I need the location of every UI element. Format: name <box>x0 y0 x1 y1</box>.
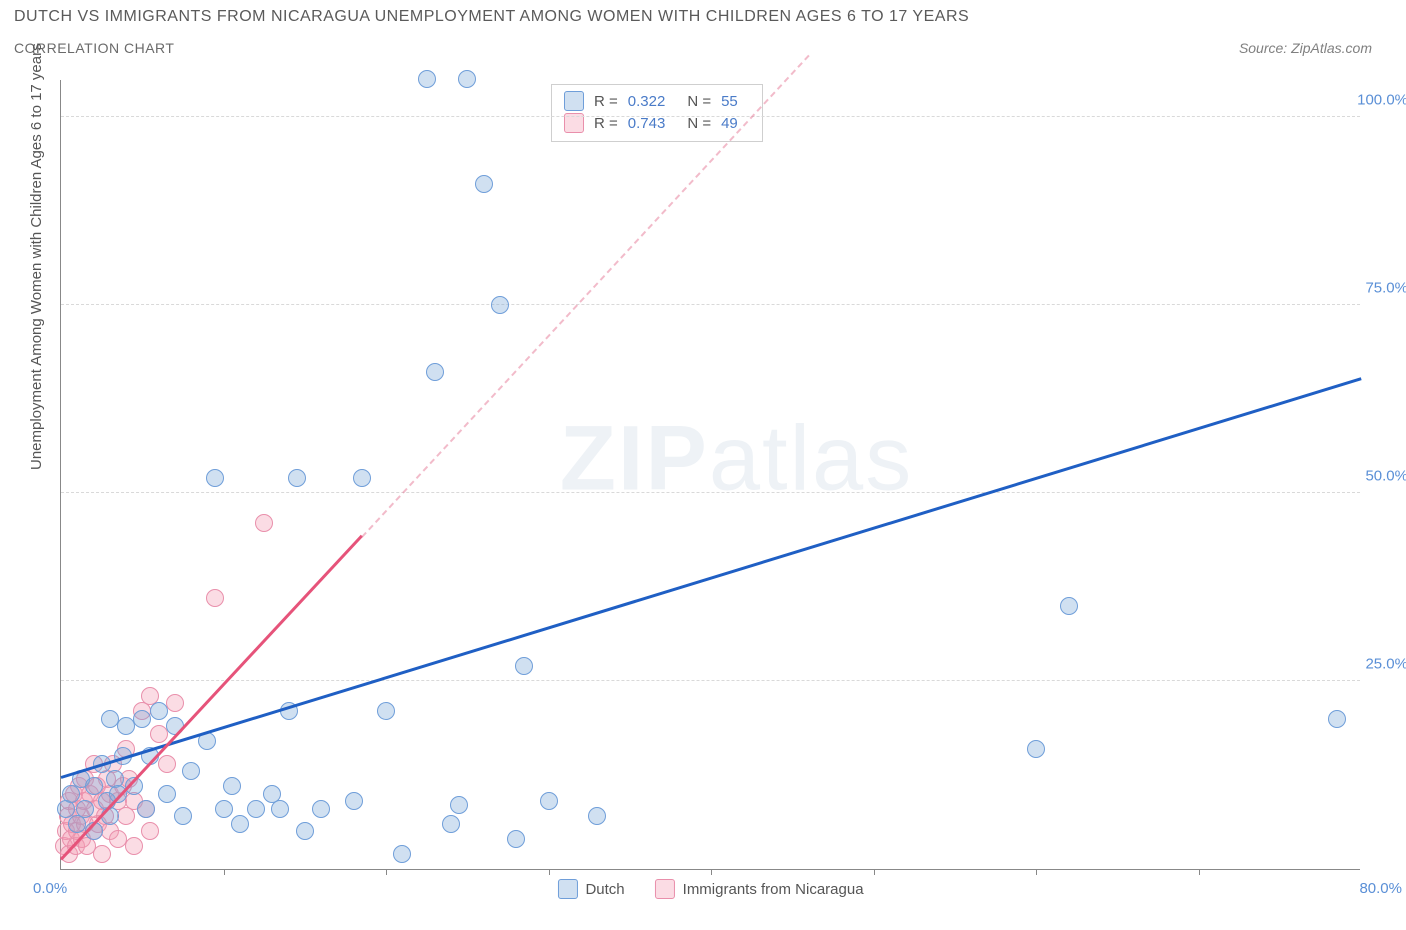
point-dutch <box>426 363 444 381</box>
point-dutch <box>491 296 509 314</box>
point-nicaragua <box>166 694 184 712</box>
point-dutch <box>1027 740 1045 758</box>
point-dutch <box>182 762 200 780</box>
point-dutch <box>540 792 558 810</box>
point-dutch <box>174 807 192 825</box>
y-tick-label: 25.0% <box>1365 655 1406 672</box>
x-axis-max-label: 80.0% <box>1359 880 1402 897</box>
source-label: Source: ZipAtlas.com <box>1239 40 1392 56</box>
gridline <box>61 116 1360 117</box>
point-dutch <box>312 800 330 818</box>
point-dutch <box>206 469 224 487</box>
point-nicaragua <box>150 725 168 743</box>
x-tick <box>711 869 712 875</box>
x-tick <box>1199 869 1200 875</box>
chart-title: DUTCH VS IMMIGRANTS FROM NICARAGUA UNEMP… <box>14 8 1392 26</box>
point-dutch <box>1328 710 1346 728</box>
y-tick-label: 75.0% <box>1365 279 1406 296</box>
x-tick <box>224 869 225 875</box>
point-dutch <box>345 792 363 810</box>
swatch-blue <box>557 879 577 899</box>
point-dutch <box>588 807 606 825</box>
point-dutch <box>458 70 476 88</box>
point-nicaragua <box>206 589 224 607</box>
swatch-blue <box>564 91 584 111</box>
point-nicaragua <box>93 845 111 863</box>
watermark: ZIPatlas <box>560 406 913 511</box>
x-axis-min-label: 0.0% <box>33 880 67 897</box>
point-dutch <box>223 777 241 795</box>
point-nicaragua <box>141 822 159 840</box>
point-dutch <box>231 815 249 833</box>
x-tick <box>549 869 550 875</box>
point-dutch <box>393 845 411 863</box>
point-dutch <box>1060 597 1078 615</box>
point-dutch <box>507 830 525 848</box>
legend-item-dutch: Dutch <box>557 879 624 899</box>
point-dutch <box>475 175 493 193</box>
point-dutch <box>62 785 80 803</box>
point-dutch <box>296 822 314 840</box>
point-dutch <box>450 796 468 814</box>
point-dutch <box>515 657 533 675</box>
point-dutch <box>247 800 265 818</box>
gridline <box>61 680 1360 681</box>
point-nicaragua <box>255 514 273 532</box>
point-dutch <box>271 800 289 818</box>
point-nicaragua <box>125 837 143 855</box>
scatter-plot-area: ZIPatlas R = 0.322 N = 55 R = 0.743 N = … <box>60 80 1360 870</box>
y-tick-label: 50.0% <box>1365 467 1406 484</box>
swatch-pink <box>655 879 675 899</box>
point-dutch <box>76 800 94 818</box>
gridline <box>61 304 1360 305</box>
point-dutch <box>117 717 135 735</box>
point-dutch <box>442 815 460 833</box>
x-tick <box>386 869 387 875</box>
legend-item-nicaragua: Immigrants from Nicaragua <box>655 879 864 899</box>
legend-row-blue: R = 0.322 N = 55 <box>564 91 750 111</box>
point-dutch <box>85 777 103 795</box>
point-dutch <box>418 70 436 88</box>
point-dutch <box>158 785 176 803</box>
y-tick-label: 100.0% <box>1357 91 1406 108</box>
point-dutch <box>377 702 395 720</box>
point-dutch <box>150 702 168 720</box>
x-tick <box>1036 869 1037 875</box>
gridline <box>61 492 1360 493</box>
series-legend: Dutch Immigrants from Nicaragua <box>557 879 863 899</box>
x-tick <box>874 869 875 875</box>
point-dutch <box>215 800 233 818</box>
point-dutch <box>137 800 155 818</box>
y-axis-title: Unemployment Among Women with Children A… <box>28 43 45 470</box>
point-dutch <box>133 710 151 728</box>
point-dutch <box>288 469 306 487</box>
point-dutch <box>353 469 371 487</box>
correlation-legend: R = 0.322 N = 55 R = 0.743 N = 49 <box>551 84 763 142</box>
point-nicaragua <box>158 755 176 773</box>
